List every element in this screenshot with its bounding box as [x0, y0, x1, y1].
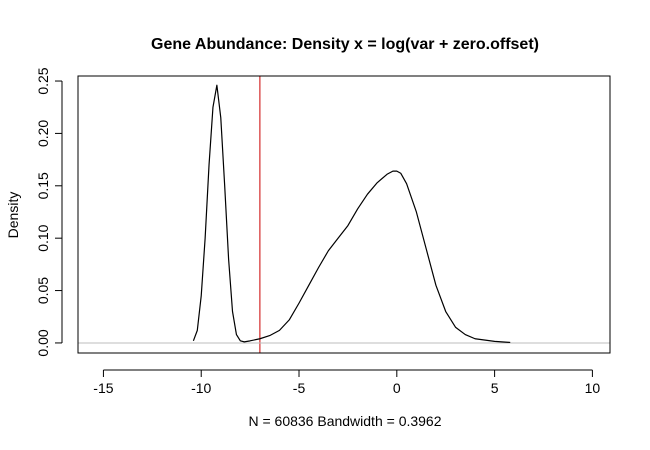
y-tick-label: 0.10 [35, 224, 51, 251]
y-tick-label: 0.20 [35, 120, 51, 147]
y-tick-label: 0.15 [35, 172, 51, 199]
chart-title: Gene Abundance: Density x = log(var + ze… [151, 36, 539, 53]
plot-area [78, 76, 610, 353]
x-tick-label: -15 [93, 380, 113, 396]
x-axis: -15 -10 -5 0 5 10 [93, 369, 601, 396]
y-tick-label: 0.00 [35, 329, 51, 356]
y-tick-label: 0.25 [35, 67, 51, 94]
y-axis: 0.00 0.05 0.10 0.15 0.20 0.25 [35, 67, 63, 357]
x-axis-label: N = 60836 Bandwidth = 0.3962 [248, 413, 441, 429]
density-curve [192, 84, 511, 344]
x-tick-label: 5 [491, 380, 499, 396]
x-tick-label: 0 [393, 380, 401, 396]
y-tick-label: 0.05 [35, 277, 51, 304]
x-tick-label: -5 [293, 380, 306, 396]
plot-frame [77, 75, 611, 354]
x-tick-label: 10 [585, 380, 601, 396]
y-axis-label: Density [5, 192, 21, 239]
x-tick-label: -10 [191, 380, 211, 396]
